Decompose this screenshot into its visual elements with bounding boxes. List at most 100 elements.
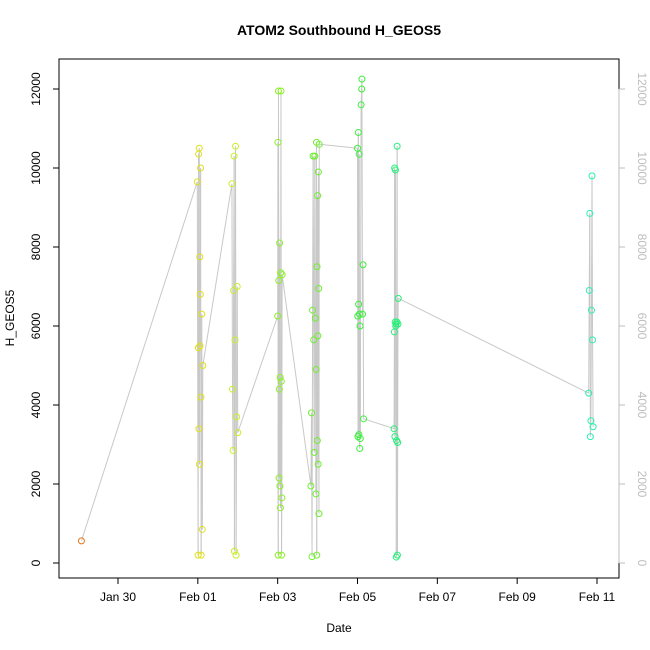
- data-point: [315, 510, 323, 518]
- data-point: [393, 142, 401, 150]
- data-point: [313, 437, 321, 445]
- data-point: [277, 87, 285, 95]
- data-point: [193, 178, 201, 186]
- series-line-segment: [319, 143, 358, 149]
- data-point: [589, 336, 597, 344]
- data-point: [197, 393, 205, 401]
- y-tick-label-left: 10000: [29, 151, 43, 185]
- data-point: [196, 342, 204, 350]
- data-point: [278, 494, 286, 502]
- series-line-segment: [202, 183, 233, 366]
- data-point: [311, 314, 319, 322]
- data-point: [276, 239, 284, 247]
- series-line-segment: [233, 339, 236, 552]
- data-point: [587, 417, 595, 425]
- data-point: [196, 290, 204, 298]
- data-point: [277, 269, 285, 277]
- data-point: [276, 504, 284, 512]
- y-tick-label-left: 12000: [29, 72, 43, 106]
- y-tick-label-left: 8000: [29, 233, 43, 260]
- data-point: [230, 152, 238, 160]
- data-point: [77, 537, 85, 545]
- data-point: [275, 385, 283, 393]
- data-point: [228, 385, 236, 393]
- data-point: [228, 180, 236, 188]
- data-point: [196, 253, 204, 261]
- data-point: [355, 310, 363, 318]
- x-axis-label: Date: [326, 621, 352, 635]
- data-point: [355, 150, 363, 158]
- data-point: [313, 551, 321, 559]
- data-point: [276, 482, 284, 490]
- data-point: [195, 460, 203, 468]
- data-point: [315, 140, 323, 148]
- data-point: [312, 490, 320, 498]
- data-point: [315, 284, 323, 292]
- x-tick-label: Feb 03: [259, 590, 297, 604]
- x-tick-label: Feb 09: [498, 590, 536, 604]
- data-point: [390, 425, 398, 433]
- data-point: [229, 446, 237, 454]
- data-point: [277, 377, 285, 385]
- data-point: [232, 142, 240, 150]
- data-point: [275, 474, 283, 482]
- y-tick-label-right: 12000: [635, 72, 649, 106]
- data-point: [356, 435, 364, 443]
- data-point: [309, 306, 317, 314]
- data-point: [311, 152, 319, 160]
- data-point: [585, 286, 593, 294]
- x-tick-label: Feb 05: [339, 590, 377, 604]
- data-point: [234, 429, 242, 437]
- data-point: [278, 271, 286, 279]
- series-line-segment: [80, 181, 198, 542]
- series-line-segment: [236, 286, 239, 433]
- chart-title: ATOM2 Southbound H_GEOS5: [237, 22, 441, 38]
- data-point: [355, 431, 363, 439]
- data-point: [393, 551, 401, 559]
- data-point: [195, 425, 203, 433]
- data-point: [314, 332, 322, 340]
- data-point: [194, 551, 202, 559]
- data-point: [230, 547, 238, 555]
- data-point: [359, 261, 367, 269]
- data-point: [310, 336, 318, 344]
- data-point: [357, 101, 365, 109]
- y-tick-label-right: 0: [635, 560, 649, 567]
- series-line-segment: [311, 310, 314, 557]
- y-tick-label-left: 2000: [29, 470, 43, 497]
- data-point: [275, 277, 283, 285]
- series-line-segment: [235, 416, 238, 556]
- series-line-segment: [592, 339, 594, 427]
- data-point: [391, 433, 399, 441]
- series-line-segment: [359, 104, 362, 439]
- y-tick-label-right: 6000: [635, 313, 649, 340]
- data-point: [230, 286, 238, 294]
- data-point: [586, 209, 594, 217]
- data-point: [354, 128, 362, 136]
- y-tick-label-right: 10000: [635, 151, 649, 185]
- series-line-segment: [361, 79, 363, 315]
- series-line-segment: [588, 290, 590, 394]
- series-line-segment: [201, 365, 204, 530]
- series-line-segment: [232, 290, 235, 451]
- data-point: [312, 365, 320, 373]
- data-point: [587, 306, 595, 314]
- data-point: [197, 164, 205, 172]
- y-tick-label-left: 6000: [29, 312, 43, 339]
- data-point: [198, 525, 206, 533]
- data-point: [197, 551, 205, 559]
- series-line-segment: [363, 418, 395, 430]
- data-point: [394, 320, 402, 328]
- x-tick-label: Jan 30: [100, 590, 136, 604]
- data-point: [585, 389, 593, 397]
- data-point: [588, 172, 596, 180]
- data-point: [194, 344, 202, 352]
- x-tick-label: Feb 01: [179, 590, 217, 604]
- series-line-segment: [237, 315, 279, 433]
- data-point: [394, 439, 402, 447]
- data-point: [356, 322, 364, 330]
- y-tick-label-right: 8000: [635, 234, 649, 261]
- x-tick-label: Feb 07: [419, 590, 457, 604]
- series-line-segment: [589, 213, 591, 437]
